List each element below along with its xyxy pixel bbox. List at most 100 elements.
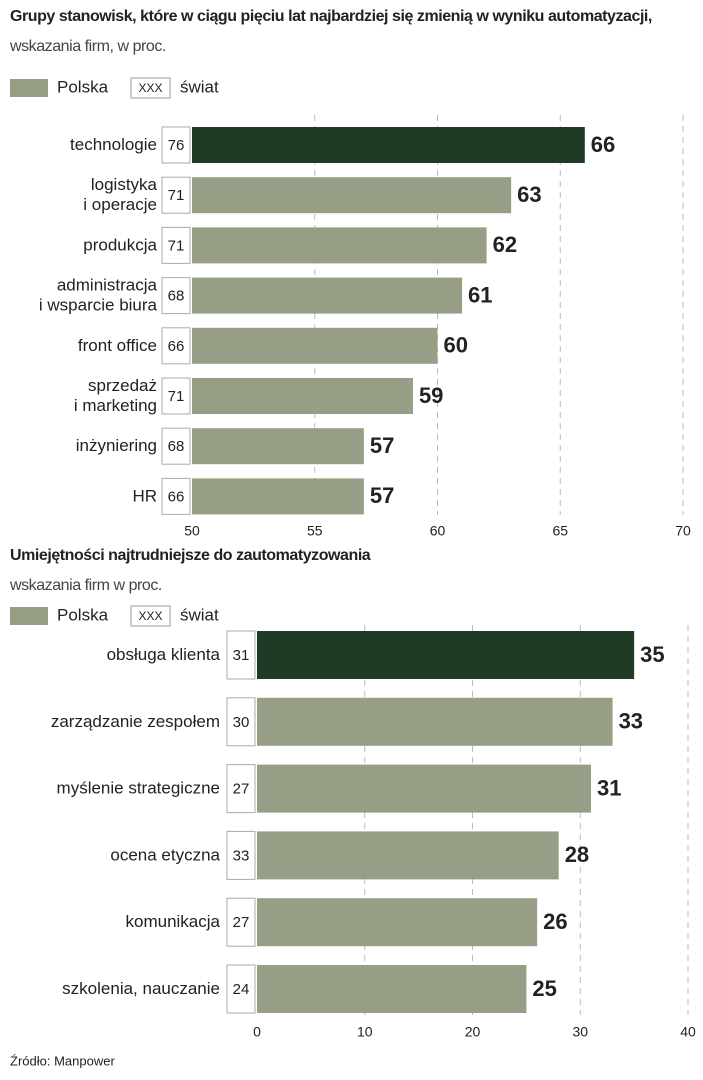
data-label: 62 xyxy=(493,232,517,257)
category-line: ocena etyczna xyxy=(110,846,220,865)
category-label: sprzedaż i marketing xyxy=(74,376,157,415)
data-label: 57 xyxy=(370,483,394,508)
world-box xyxy=(161,327,191,365)
category-line: i wsparcie biura xyxy=(39,296,158,315)
legend-box xyxy=(130,605,171,627)
legend-label: świat xyxy=(180,77,219,96)
bar xyxy=(192,177,512,214)
category-line: komunikacja xyxy=(126,913,221,932)
category-line: i operacje xyxy=(83,196,157,215)
world-box xyxy=(161,377,191,415)
category-line: technologie xyxy=(70,135,157,154)
legend-swatch xyxy=(10,79,48,97)
world-box xyxy=(161,126,191,164)
category-line: i marketing xyxy=(74,396,157,415)
title-block: Umiejętności najtrudniejsze do zautomaty… xyxy=(10,541,700,601)
x-tick-label: 50 xyxy=(184,523,200,539)
chart-title: Umiejętności najtrudniejsze do zautomaty… xyxy=(10,547,371,564)
world-value: 71 xyxy=(168,388,185,405)
category-label: komunikacja xyxy=(126,913,221,932)
x-tick-label: 0 xyxy=(253,1024,261,1040)
bar xyxy=(192,277,463,314)
category-line: sprzedaż xyxy=(88,376,157,395)
x-tick-label: 55 xyxy=(307,523,323,539)
world-value: 27 xyxy=(233,781,250,798)
world-value: 68 xyxy=(168,438,185,455)
legend-swatch xyxy=(10,607,48,625)
data-label: 61 xyxy=(468,282,492,307)
world-box xyxy=(226,764,256,814)
x-tick-label: 10 xyxy=(357,1024,373,1040)
category-line: HR xyxy=(132,487,157,506)
x-tick-label: 40 xyxy=(680,1024,696,1040)
bar xyxy=(257,697,613,746)
category-line: zarządzanie zespołem xyxy=(51,712,220,731)
legend-label: świat xyxy=(180,605,219,624)
world-value: 68 xyxy=(168,288,185,305)
category-label: myślenie strategiczne xyxy=(57,779,220,798)
world-box xyxy=(161,226,191,264)
world-value: 66 xyxy=(168,338,185,355)
data-label: 59 xyxy=(419,383,443,408)
world-value: 24 xyxy=(233,981,250,998)
category-line: produkcja xyxy=(83,236,157,255)
x-tick-label: 70 xyxy=(675,523,691,539)
category-line: administracja xyxy=(57,276,158,295)
x-tick-label: 20 xyxy=(465,1024,481,1040)
category-label: technologie xyxy=(70,135,157,154)
legend-box-label: XXX xyxy=(138,609,162,623)
category-line: front office xyxy=(78,336,157,355)
world-value: 76 xyxy=(168,137,185,154)
chart-title: Grupy stanowisk, które w ciągu pięciu la… xyxy=(10,8,652,25)
category-label: zarządzanie zespołem xyxy=(51,712,220,731)
bar xyxy=(192,327,438,364)
data-label: 66 xyxy=(591,132,615,157)
legend-box-label: XXX xyxy=(138,81,162,95)
world-box xyxy=(226,964,256,1014)
world-box xyxy=(226,697,256,747)
category-line: logistyka xyxy=(91,176,158,195)
bar xyxy=(257,831,559,880)
bar xyxy=(192,227,487,264)
bar xyxy=(257,764,592,813)
world-value: 33 xyxy=(233,847,250,864)
world-box xyxy=(226,630,256,680)
data-label: 26 xyxy=(543,909,567,934)
category-label: HR xyxy=(132,487,157,506)
world-value: 30 xyxy=(233,714,250,731)
data-label: 25 xyxy=(532,976,556,1001)
world-value: 31 xyxy=(233,647,250,664)
bar xyxy=(192,428,364,465)
category-label: obsługa klienta xyxy=(107,645,221,664)
category-label: ocena etyczna xyxy=(110,846,220,865)
bar xyxy=(192,378,413,414)
chart-subtitle: wskazania firm, w proc. xyxy=(10,38,166,55)
data-label: 57 xyxy=(370,433,394,458)
x-tick-label: 30 xyxy=(572,1024,588,1040)
x-tick-label: 60 xyxy=(430,523,446,539)
category-label: inżyniering xyxy=(76,437,157,456)
x-tick-label: 65 xyxy=(552,523,568,539)
world-box xyxy=(226,830,256,880)
legend-box xyxy=(130,77,171,99)
title-block: Grupy stanowisk, które w ciągu pięciu la… xyxy=(10,2,700,62)
world-value: 71 xyxy=(168,237,185,254)
category-line: szkolenia, nauczanie xyxy=(62,979,220,998)
world-box xyxy=(226,897,256,947)
data-label: 63 xyxy=(517,182,541,207)
legend-label: Polska xyxy=(57,605,109,624)
category-label: administracja i wsparcie biura xyxy=(39,276,158,315)
bar xyxy=(257,965,527,1013)
data-label: 35 xyxy=(640,642,664,667)
data-label: 28 xyxy=(565,842,589,867)
data-label: 33 xyxy=(619,709,643,734)
source: Źródło: Manpower xyxy=(10,1053,115,1068)
data-label: 31 xyxy=(597,775,621,800)
bar xyxy=(257,898,538,947)
world-box xyxy=(161,176,191,214)
category-label: szkolenia, nauczanie xyxy=(62,979,220,998)
legend-label: Polska xyxy=(57,77,109,96)
